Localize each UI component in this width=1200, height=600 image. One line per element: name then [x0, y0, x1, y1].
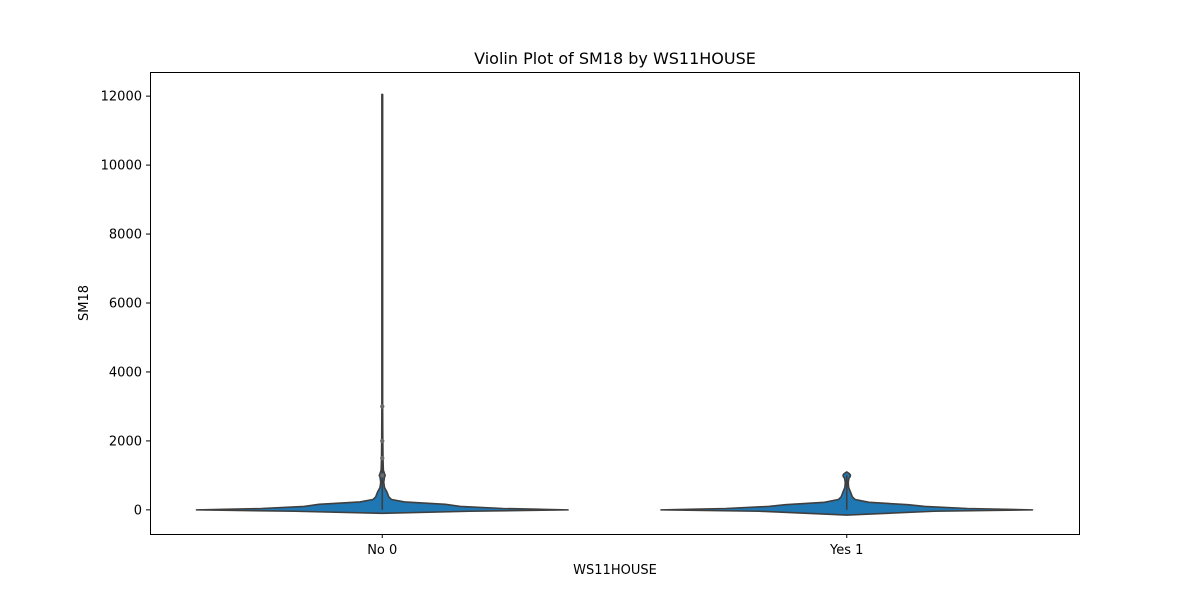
- y-axis-title: SM18: [77, 285, 92, 321]
- x-axis-title: WS11HOUSE: [573, 563, 657, 578]
- y-tick-label: 0: [134, 503, 142, 518]
- y-tick-label: 8000: [109, 228, 142, 243]
- y-tick-label: 12000: [101, 90, 142, 105]
- y-axis: 0 2000 4000 6000 8000 10000 12000: [101, 90, 150, 518]
- axes-frame: [150, 72, 1080, 535]
- y-tick-label: 2000: [109, 434, 142, 449]
- chart-title: Violin Plot of SM18 by WS11HOUSE: [474, 49, 756, 68]
- y-tick-label: 4000: [109, 365, 142, 380]
- plot-area: [195, 93, 1034, 516]
- y-tick-label: 6000: [109, 297, 142, 312]
- outlier-point: [380, 404, 385, 409]
- x-tick-label: Yes 1: [829, 543, 863, 558]
- outlier-point: [380, 438, 385, 444]
- outlier-point: [380, 455, 385, 461]
- x-tick-label: No 0: [367, 543, 397, 558]
- outlier-point: [380, 473, 385, 478]
- y-tick-label: 10000: [101, 159, 142, 174]
- x-axis: No 0 Yes 1: [367, 534, 863, 558]
